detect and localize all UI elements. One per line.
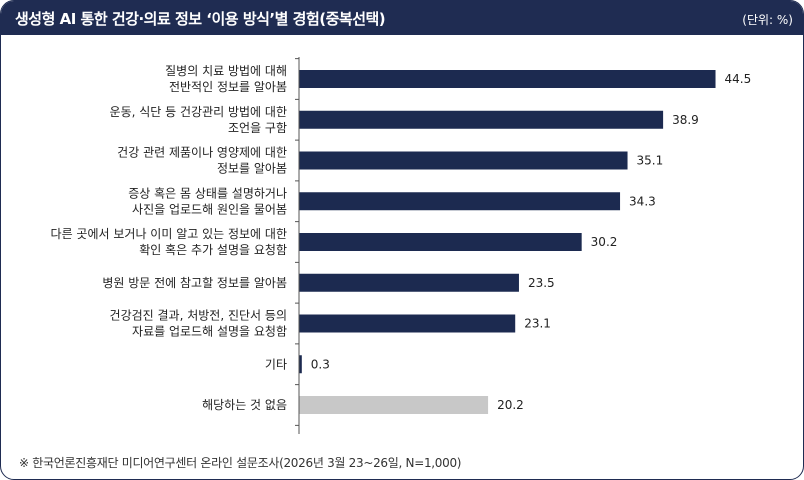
- value-label-1: 38.9: [672, 113, 699, 127]
- bar-3: [299, 192, 621, 211]
- category-label-8: 해당하는 것 없음: [202, 398, 287, 412]
- unit-label: (단위: %): [742, 13, 793, 27]
- category-label-7: 기타: [265, 357, 287, 371]
- bar-2: [299, 151, 628, 170]
- bar-7: [299, 355, 302, 374]
- bar-8: [299, 396, 489, 414]
- value-label-7: 0.3: [311, 357, 330, 371]
- value-label-0: 44.5: [725, 72, 752, 86]
- bar-5: [299, 273, 519, 292]
- value-label-8: 20.2: [497, 398, 524, 412]
- category-label-3: 증상 혹은 몸 상태를 설명하거나 사진을 업로드해 원인을 물어봄: [128, 186, 287, 216]
- category-label-0: 질병의 치료 방법에 대해 전반적인 정보를 알아봄: [165, 64, 287, 94]
- category-label-2: 건강 관련 제품이나 영양제에 대한 정보를 알아봄: [117, 146, 287, 176]
- value-label-6: 23.1: [524, 317, 551, 331]
- category-label-1: 운동, 식단 등 건강관리 방법에 대한 조언을 구함: [110, 105, 287, 135]
- category-label-6: 건강검진 결과, 처방전, 진단서 등의 자료를 업로드해 설명을 요청함: [110, 309, 287, 339]
- value-label-2: 35.1: [637, 154, 664, 168]
- bar-0: [299, 70, 716, 88]
- category-label-5: 병원 방문 전에 참고할 정보를 알아봄: [102, 276, 287, 290]
- value-label-3: 34.3: [629, 194, 656, 208]
- value-label-4: 30.2: [591, 235, 618, 249]
- source-note: ※ 한국언론진흥재단 미디어연구센터 온라인 설문조사(2026년 3월 23~…: [19, 456, 462, 470]
- value-label-5: 23.5: [528, 276, 555, 290]
- bar-1: [299, 110, 664, 129]
- bar-4: [299, 233, 582, 251]
- chart-title: 생성형 AI 통한 건강·의료 정보 ‘이용 방식’별 경험(중복선택): [15, 10, 386, 28]
- title-bar: 생성형 AI 통한 건강·의료 정보 ‘이용 방식’별 경험(중복선택) (단위…: [1, 1, 803, 35]
- bar-6: [299, 314, 516, 333]
- category-label-4: 다른 곳에서 보거나 이미 알고 있는 정보에 대한 확인 혹은 추가 설명을 요…: [51, 227, 287, 257]
